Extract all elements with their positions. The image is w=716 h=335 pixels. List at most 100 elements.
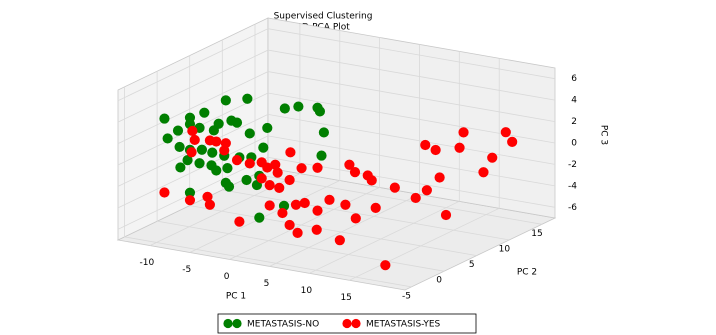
- data-point: [324, 194, 335, 205]
- data-point: [478, 167, 489, 178]
- data-point: [430, 144, 441, 156]
- data-point: [213, 118, 224, 129]
- data-point: [458, 127, 469, 138]
- data-point: [279, 103, 290, 114]
- data-point: [234, 216, 245, 227]
- legend-marker: [342, 318, 352, 329]
- z-tick-label: 2: [571, 117, 577, 127]
- z-grid-line: [117, 28, 556, 102]
- data-point: [434, 172, 445, 183]
- data-point: [244, 158, 255, 169]
- data-point: [207, 147, 218, 158]
- data-point: [264, 180, 275, 191]
- data-point: [290, 199, 302, 210]
- z-tick-label: -6: [568, 203, 577, 213]
- x-axis-label: PC 1: [226, 292, 246, 302]
- data-point: [340, 199, 351, 210]
- y-grid-line: [221, 39, 510, 241]
- data-point: [389, 182, 400, 193]
- data-point: [334, 235, 345, 246]
- z-tick-label: -4: [568, 181, 577, 191]
- data-point: [182, 155, 193, 166]
- data-point: [293, 101, 304, 112]
- data-point: [296, 163, 307, 174]
- z-tick-label: 0: [571, 139, 577, 149]
- data-point: [487, 152, 498, 163]
- legend-marker: [232, 318, 242, 329]
- legend-label: METASTASIS-YES: [366, 320, 441, 330]
- x-grid-line: [189, 30, 341, 253]
- x-tick-label: 10: [301, 286, 313, 296]
- data-point: [258, 142, 269, 153]
- data-point: [244, 128, 255, 139]
- y-tick-label: 0: [436, 276, 442, 286]
- y-tick-label: 15: [531, 229, 542, 239]
- data-point: [285, 147, 296, 158]
- data-point: [344, 159, 355, 170]
- x-tick-label: 15: [340, 293, 351, 303]
- data-point: [262, 122, 273, 134]
- data-point: [380, 260, 391, 271]
- data-point: [241, 174, 252, 186]
- data-point: [231, 155, 243, 166]
- data-point: [274, 182, 285, 193]
- z-grid-line: [117, 135, 556, 209]
- y-tick-label: -5: [402, 291, 411, 301]
- data-point: [410, 192, 421, 204]
- data-point: [220, 95, 231, 106]
- data-point: [264, 200, 275, 211]
- z-tick-label: -2: [568, 160, 577, 170]
- x-tick-label: -10: [140, 258, 155, 268]
- data-point: [314, 106, 326, 117]
- data-point: [316, 150, 327, 161]
- data-point: [187, 125, 198, 137]
- data-point: [299, 197, 310, 209]
- data-point: [312, 162, 323, 173]
- y-axis-label: PC 2: [517, 268, 537, 278]
- z-tick-label: 6: [571, 74, 577, 84]
- x-grid-line: [149, 23, 301, 246]
- data-point: [256, 173, 267, 184]
- data-point: [196, 144, 208, 155]
- data-point: [277, 207, 288, 219]
- z-tick-label: 4: [571, 96, 577, 106]
- data-point: [370, 202, 381, 213]
- x-tick-label: 5: [264, 279, 270, 289]
- data-point: [254, 212, 265, 223]
- data-point: [211, 136, 222, 147]
- data-point: [284, 219, 295, 231]
- data-point: [349, 167, 361, 178]
- data-point: [199, 107, 210, 118]
- data-point: [211, 165, 222, 176]
- data-point: [440, 209, 452, 221]
- x-grid-line: [269, 44, 420, 267]
- y-tick-label: 5: [469, 260, 475, 270]
- data-point: [223, 181, 235, 192]
- legend-marker: [351, 318, 361, 329]
- y-grid-line: [156, 71, 445, 272]
- x-grid-line: [349, 58, 500, 281]
- data-point: [454, 142, 465, 153]
- data-point: [186, 147, 197, 158]
- data-point: [159, 187, 170, 198]
- data-point: [507, 136, 518, 147]
- data-point: [421, 185, 432, 196]
- data-point: [284, 174, 295, 186]
- points: [159, 93, 518, 271]
- y-tick-label: 10: [499, 244, 511, 254]
- y-grid-line: [124, 86, 412, 288]
- data-point: [311, 224, 322, 235]
- data-point: [175, 162, 186, 173]
- data-point: [318, 127, 329, 138]
- data-point: [204, 199, 215, 210]
- data-point: [189, 134, 200, 146]
- data-point: [231, 117, 243, 128]
- data-point: [194, 158, 205, 169]
- data-point: [159, 113, 170, 124]
- data-point: [500, 127, 511, 138]
- data-point: [222, 163, 233, 174]
- y-grid-line: [189, 55, 477, 256]
- z-grid-line: [117, 49, 556, 123]
